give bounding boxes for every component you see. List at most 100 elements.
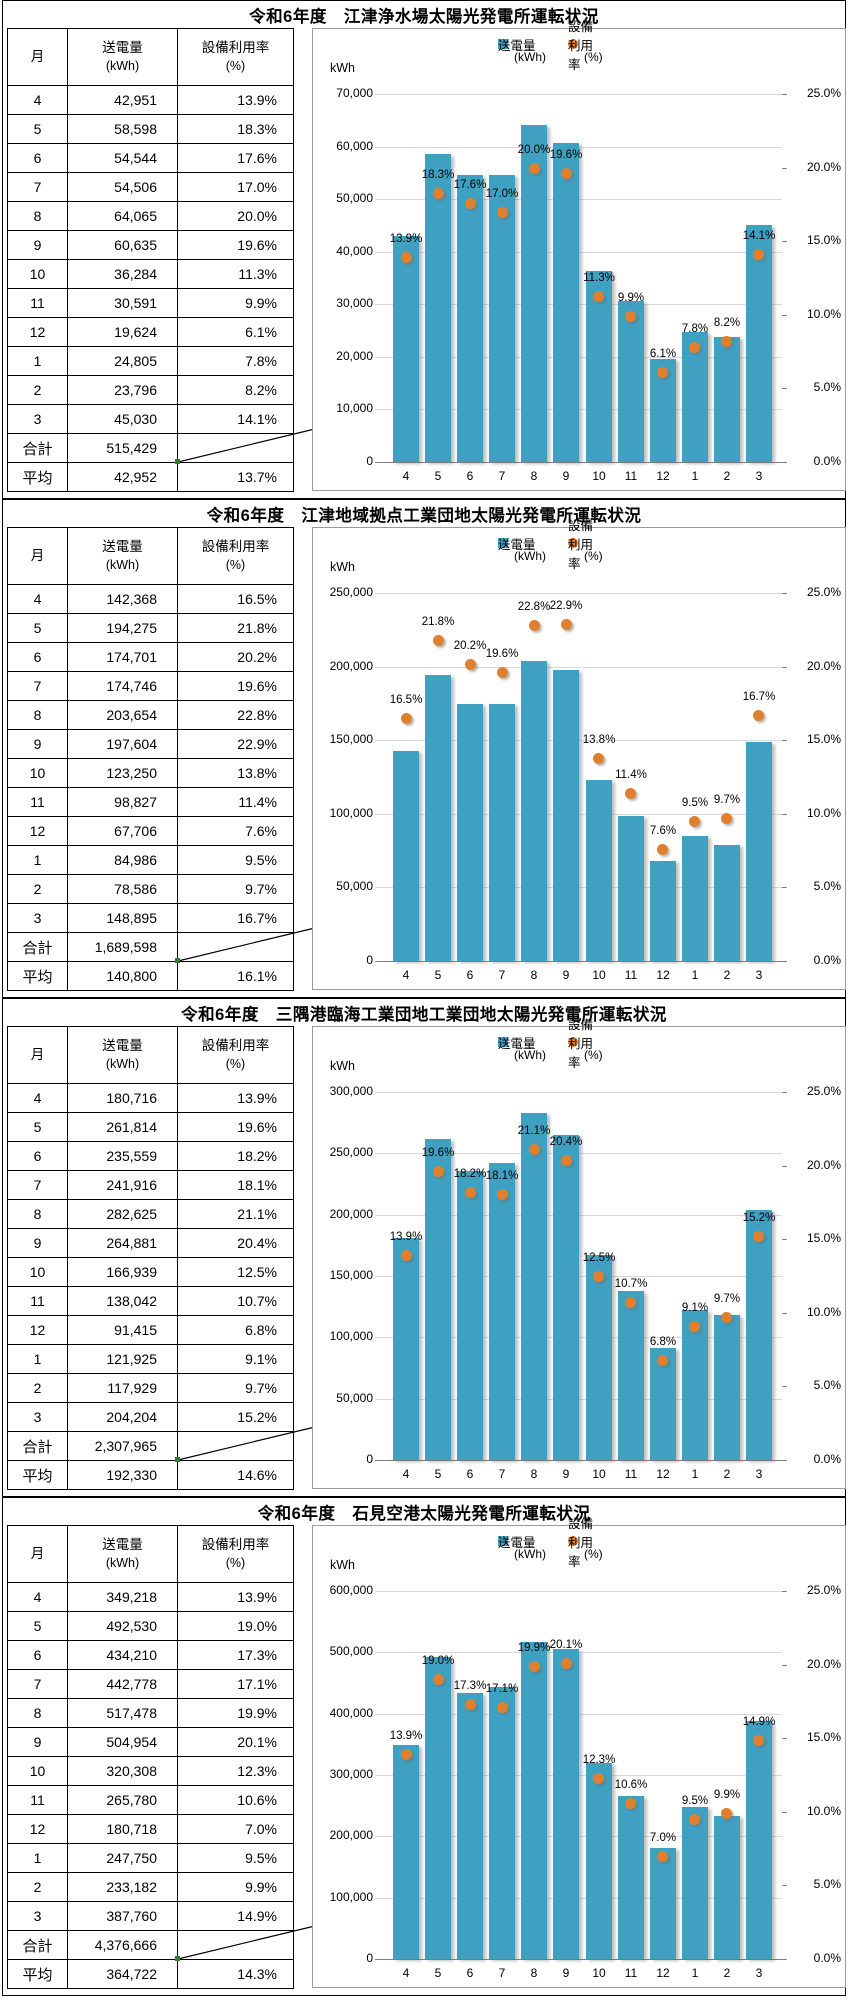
right-axis-tick-label: 20.0% — [806, 1657, 841, 1671]
legend-rate-label: 設備利用率 — [568, 1017, 594, 1070]
table-header-row: 月 送電量 (kWh) 設備利用率 (%) — [7, 1026, 294, 1084]
table-row: 4 349,218 13.9% — [7, 1582, 294, 1612]
x-axis-tick-label: 8 — [530, 1966, 538, 1980]
rate-data-point-dot — [625, 310, 636, 322]
rate-cell: 17.3% — [177, 1640, 294, 1670]
month-cell: 10 — [7, 1756, 68, 1786]
rate-cell: 14.3% — [177, 1959, 294, 1989]
rate-data-point-dot — [465, 658, 476, 670]
rate-data-point-dot — [561, 618, 572, 630]
table-row: 2 23,796 8.2% — [7, 375, 294, 405]
rate-cell: 9.1% — [177, 1344, 294, 1374]
rate-data-label: 21.1% — [517, 1125, 551, 1137]
energy-cell: 194,275 — [67, 613, 178, 643]
y-axis-tick-label: 100,000 — [329, 1890, 373, 1904]
rate-data-point-dot — [721, 1311, 732, 1323]
legend-rate-unit: (%) — [584, 50, 603, 64]
table-header-row: 月 送電量 (kWh) 設備利用率 (%) — [7, 527, 294, 585]
energy-cell: 54,544 — [67, 143, 178, 173]
energy-cell: 517,478 — [67, 1698, 178, 1728]
rate-data-point-dot — [465, 1698, 476, 1710]
y-axis-tick-label: 100,000 — [329, 1329, 373, 1343]
rate-cell: 13.9% — [177, 1083, 294, 1113]
rate-cell: 16.1% — [177, 961, 294, 991]
right-axis-tick-label: 25.0% — [806, 585, 841, 599]
table-row: 9 60,635 19.6% — [7, 230, 294, 260]
energy-bar — [682, 332, 708, 462]
energy-bar — [393, 751, 419, 961]
rate-data-label: 13.9% — [389, 1730, 423, 1742]
month-cell: 4 — [7, 584, 68, 614]
rate-cell: 20.4% — [177, 1228, 294, 1258]
rate-cell: 18.2% — [177, 1141, 294, 1171]
chart-legend: 送電量 (kWh) 設備利用率 (%) — [498, 1018, 603, 1070]
month-cell: 3 — [7, 1402, 68, 1432]
selection-handle — [175, 958, 180, 963]
table-row: 11 30,591 9.9% — [7, 288, 294, 318]
energy-cell: 282,625 — [67, 1199, 178, 1229]
rate-data-point-dot — [753, 248, 764, 260]
month-cell: 4 — [7, 1582, 68, 1612]
rate-data-label: 19.6% — [549, 149, 583, 161]
right-axis-tick-label: 0.0% — [813, 953, 841, 967]
y-axis-tick-label: 0 — [366, 1951, 373, 1965]
y-axis-tick-label: 60,000 — [336, 139, 373, 153]
table-row: 10 166,939 12.5% — [7, 1257, 294, 1287]
energy-cell: 320,308 — [67, 1756, 178, 1786]
month-cell: 9 — [7, 1727, 68, 1757]
rate-data-label: 13.8% — [582, 734, 616, 746]
table-row: 9 197,604 22.9% — [7, 729, 294, 759]
rate-column-header: 設備利用率 (%) — [177, 1525, 294, 1583]
right-axis-tick-label: 20.0% — [806, 659, 841, 673]
rate-data-point-dot — [657, 366, 668, 378]
month-cell: 8 — [7, 700, 68, 730]
rate-data-label: 9.7% — [713, 1293, 741, 1305]
month-cell: 5 — [7, 1611, 68, 1641]
y-axis-tick-label: 40,000 — [336, 244, 373, 258]
legend-bar-marker-icon — [498, 39, 508, 49]
rate-cell: 19.6% — [177, 1112, 294, 1142]
legend-energy-entry: 送電量 (kWh) — [498, 538, 546, 563]
table-row: 11 98,827 11.4% — [7, 787, 294, 817]
average-label-cell: 平均 — [7, 1460, 68, 1490]
month-cell: 5 — [7, 613, 68, 643]
table-row: 7 442,778 17.1% — [7, 1669, 294, 1699]
rate-cell: 20.0% — [177, 201, 294, 231]
rate-data-label: 12.3% — [582, 1754, 616, 1766]
energy-cell: 140,800 — [67, 961, 178, 991]
month-cell: 7 — [7, 671, 68, 701]
energy-cell: 203,654 — [67, 700, 178, 730]
y-axis-tick-label: 600,000 — [329, 1583, 373, 1597]
rate-cell: 17.6% — [177, 143, 294, 173]
energy-bar — [746, 742, 772, 961]
energy-bar — [682, 836, 708, 961]
rate-cell: 20.1% — [177, 1727, 294, 1757]
legend-rate-entry: 設備利用率 (%) — [568, 519, 603, 571]
y-axis-unit-label: kWh — [330, 1059, 355, 1073]
y-axis-tick-label: 150,000 — [329, 732, 373, 746]
rate-data-point-dot — [433, 187, 444, 199]
rate-data-point-dot — [465, 197, 476, 209]
month-cell: 3 — [7, 1901, 68, 1931]
energy-bar — [425, 1657, 451, 1959]
energy-cell: 45,030 — [67, 404, 178, 434]
energy-cell: 197,604 — [67, 729, 178, 759]
rate-data-label: 8.2% — [713, 317, 741, 329]
x-axis-tick-label: 8 — [530, 968, 538, 982]
rate-cell: 11.4% — [177, 787, 294, 817]
rate-data-label: 10.7% — [614, 1278, 648, 1290]
rate-cell: 10.7% — [177, 1286, 294, 1316]
x-axis-tick-label: 11 — [624, 1966, 638, 1980]
month-cell: 1 — [7, 346, 68, 376]
energy-bar — [521, 661, 547, 961]
energy-cell: 180,716 — [67, 1083, 178, 1113]
y-axis-tick-label: 50,000 — [336, 191, 373, 205]
right-axis-tick — [782, 887, 787, 888]
energy-cell: 180,718 — [67, 1814, 178, 1844]
axis-baseline — [375, 462, 782, 463]
rate-data-label: 11.3% — [583, 272, 615, 284]
x-axis-tick-label: 6 — [466, 1467, 474, 1481]
total-label-cell: 合計 — [7, 1930, 68, 1960]
table-row: 3 45,030 14.1% — [7, 404, 294, 434]
rate-data-label: 20.2% — [453, 640, 487, 652]
